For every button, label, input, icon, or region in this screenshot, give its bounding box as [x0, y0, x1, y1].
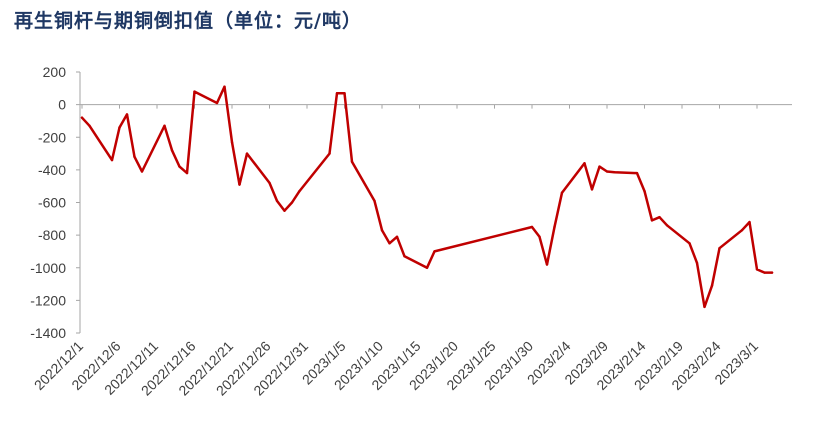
y-tick-label: -800: [38, 227, 66, 243]
y-tick-label: 0: [58, 97, 66, 113]
chart-title: 再生铜杆与期铜倒扣值（单位：元/吨）: [14, 10, 362, 32]
x-axis: 2022/12/12022/12/62022/12/112022/12/1620…: [31, 104, 792, 399]
data-point: [598, 165, 601, 168]
data-point: [613, 171, 616, 174]
data-point: [688, 242, 691, 245]
data-point: [163, 124, 166, 128]
data-point: [373, 199, 376, 203]
data-point: [718, 247, 721, 250]
data-point: [283, 209, 286, 212]
y-tick-label: 200: [43, 64, 67, 80]
data-point: [230, 140, 234, 144]
data-point: [658, 216, 661, 219]
data-point: [763, 271, 766, 274]
data-point: [268, 181, 271, 185]
data-point: [560, 191, 564, 194]
series-group: [80, 85, 774, 309]
series-line: [80, 85, 774, 309]
data-point: [118, 126, 121, 129]
data-point: [710, 284, 714, 287]
data-point: [290, 201, 294, 204]
data-point: [298, 189, 301, 193]
y-tick-label: -200: [38, 129, 66, 145]
data-point: [275, 199, 279, 203]
y-tick-label: -600: [38, 195, 66, 211]
data-point: [755, 268, 759, 271]
data-point: [770, 271, 774, 274]
y-tick-label: -400: [38, 162, 66, 178]
data-point: [238, 183, 241, 186]
data-point: [643, 189, 646, 193]
data-point: [740, 229, 744, 232]
data-point: [650, 219, 654, 222]
data-point: [590, 188, 594, 191]
data-point: [125, 113, 129, 116]
y-tick-label: -1000: [30, 260, 66, 276]
data-point: [170, 149, 174, 152]
data-point: [245, 152, 249, 155]
data-point: [193, 90, 196, 93]
data-point: [350, 160, 354, 163]
data-point: [748, 220, 751, 224]
y-tick-label: -1200: [30, 292, 66, 308]
data-point: [703, 305, 706, 309]
data-point: [133, 155, 136, 158]
data-point: [110, 158, 114, 162]
data-point: [215, 101, 219, 105]
data-point: [635, 171, 639, 175]
data-point: [665, 224, 669, 227]
data-point: [538, 235, 541, 238]
data-point: [380, 229, 384, 232]
data-point: [583, 162, 586, 165]
data-point: [185, 171, 189, 175]
data-point: [223, 85, 226, 88]
data-point: [178, 165, 181, 168]
data-point: [553, 225, 556, 229]
y-tick-label: -1400: [30, 325, 66, 341]
data-point: [403, 255, 406, 258]
data-point: [343, 92, 346, 95]
data-point: [80, 116, 84, 119]
data-point: [695, 261, 699, 265]
y-axis: 200 0 -200 -400 -600 -800 -1000 -1200 -1400: [30, 64, 81, 341]
data-point: [433, 250, 436, 253]
data-point: [335, 92, 339, 95]
data-point: [88, 124, 91, 128]
data-point: [328, 152, 331, 155]
data-point: [545, 263, 549, 266]
data-point: [605, 170, 609, 173]
data-point: [425, 266, 429, 269]
data-point: [140, 170, 144, 173]
data-point: [395, 235, 399, 238]
data-point: [388, 242, 391, 245]
data-point: [530, 225, 534, 229]
